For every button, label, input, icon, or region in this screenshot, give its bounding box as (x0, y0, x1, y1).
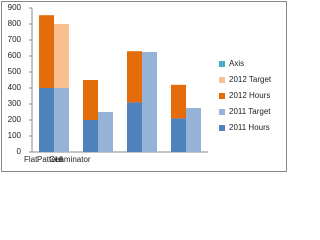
bar-segment (127, 51, 142, 103)
y-tick-label: 400 (8, 83, 22, 92)
bar-segment (39, 88, 54, 152)
y-tick-label: 200 (8, 115, 22, 124)
legend-label: 2012 Hours (229, 91, 270, 100)
bar-segment (171, 84, 186, 119)
y-tick-label: 800 (8, 19, 22, 28)
legend-swatch (219, 61, 225, 67)
bar-segment (142, 52, 157, 152)
y-tick-label: 700 (8, 35, 22, 44)
x-tick-label: Cell (49, 155, 63, 164)
legend-label: Axis (229, 59, 244, 68)
y-tick-label: 600 (8, 51, 22, 60)
legend-swatch (219, 125, 225, 131)
legend-swatch (219, 77, 225, 83)
y-tick-label: 900 (8, 3, 22, 12)
y-tick-label: 500 (8, 67, 22, 76)
legend-label: 2011 Hours (229, 123, 270, 132)
bar-segment (54, 24, 69, 88)
bar-segment (54, 88, 69, 152)
x-tick-label: Pattern (37, 155, 63, 164)
chart: 0 100 200 300 400 500 600 700 800 900 Flat PatternC… (1, 1, 287, 172)
legend-label: 2012 Target (229, 75, 272, 84)
legend-swatch (219, 109, 225, 115)
x-tick-label: Flat (24, 155, 38, 164)
x-tick-label: Laminator (55, 155, 91, 164)
bar-segment (186, 108, 201, 152)
bar-segment (98, 112, 113, 152)
bar-segment (83, 80, 98, 120)
bar-segment (127, 102, 142, 152)
legend-swatch (219, 93, 225, 99)
legend-label: 2011 Target (229, 107, 271, 116)
y-tick-label: 0 (17, 147, 22, 156)
y-tick-label: 100 (8, 131, 22, 140)
bar-segment (171, 118, 186, 152)
bar-segment (39, 15, 54, 89)
bar-segment (83, 120, 98, 152)
y-tick-label: 300 (8, 99, 22, 108)
